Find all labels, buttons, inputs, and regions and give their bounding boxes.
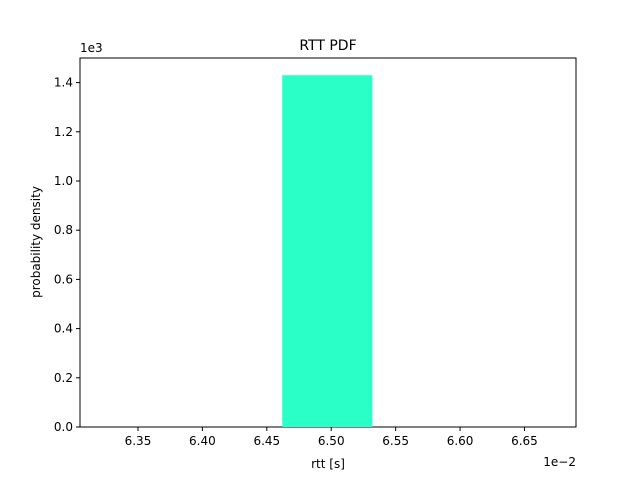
y-tick-label: 0.8: [54, 223, 73, 237]
y-axis-label: probability density: [29, 186, 43, 298]
y-tick-label: 1.0: [54, 174, 73, 188]
x-axis: 6.35 6.40 6.45 6.50 6.55 6.60 6.65: [125, 427, 538, 448]
x-tick-label: 6.55: [382, 434, 409, 448]
y-axis-offset-label: 1e3: [80, 41, 103, 55]
x-tick-label: 6.60: [447, 434, 474, 448]
y-axis: 0.0 0.2 0.4 0.6 0.8 1.0 1.2 1.4: [54, 76, 80, 434]
y-tick-label: 0.6: [54, 272, 73, 286]
y-tick-label: 0.2: [54, 371, 73, 385]
x-axis-label: rtt [s]: [311, 457, 345, 471]
histogram-bar: [282, 75, 373, 427]
x-tick-label: 6.65: [511, 434, 538, 448]
y-tick-label: 0.0: [54, 420, 73, 434]
bars-group: [282, 75, 373, 427]
chart-title: RTT PDF: [299, 38, 356, 54]
x-tick-label: 6.45: [253, 434, 280, 448]
y-tick-label: 1.2: [54, 125, 73, 139]
y-tick-label: 0.4: [54, 322, 73, 336]
x-tick-label: 6.40: [189, 434, 216, 448]
y-tick-label: 1.4: [54, 76, 73, 90]
x-axis-offset-label: 1e−2: [543, 455, 576, 469]
x-tick-label: 6.50: [318, 434, 345, 448]
x-tick-label: 6.35: [125, 434, 152, 448]
